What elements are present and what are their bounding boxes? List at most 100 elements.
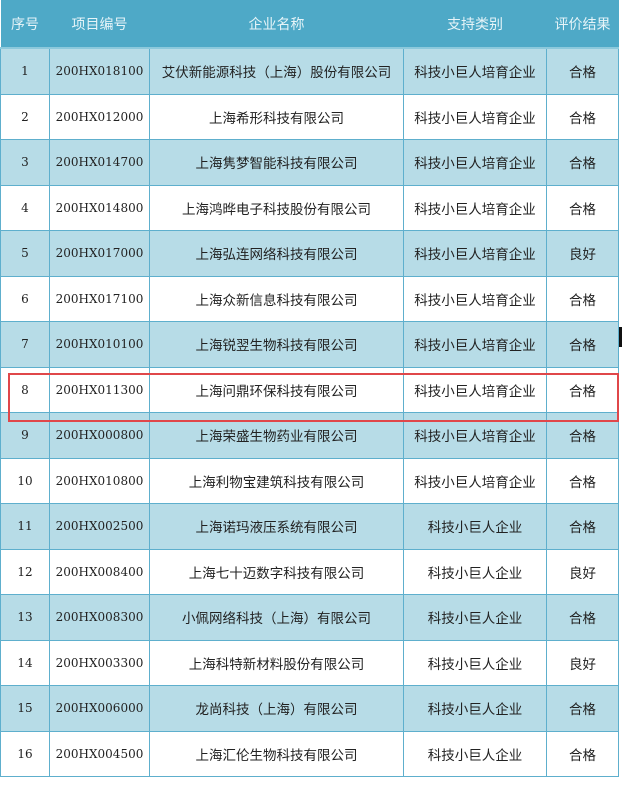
cell-no: 9 (0, 412, 50, 459)
cell-code: 200HX004500 (49, 730, 150, 777)
cell-no: 1 (0, 47, 50, 95)
cell-result: 良好 (546, 639, 619, 686)
header-result: 评价结果 (546, 0, 619, 49)
header-name: 企业名称 (149, 0, 404, 49)
cell-name: 上海利物宝建筑科技有限公司 (149, 457, 404, 504)
cell-name: 上海隽梦智能科技有限公司 (149, 139, 404, 186)
header-row: 序号 项目编号 企业名称 支持类别 评价结果 (0, 0, 619, 49)
cell-category: 科技小巨人企业 (403, 730, 547, 777)
cell-name: 上海诺玛液压系统有限公司 (149, 503, 404, 550)
cell-name: 上海众新信息科技有限公司 (149, 275, 404, 322)
cell-code: 200HX010800 (49, 457, 150, 504)
table-row: 6 200HX017100 上海众新信息科技有限公司 科技小巨人培育企业 合格 (0, 275, 619, 322)
cell-category: 科技小巨人培育企业 (403, 366, 547, 413)
cell-name: 上海科特新材料股份有限公司 (149, 639, 404, 686)
cell-name: 龙尚科技（上海）有限公司 (149, 685, 404, 732)
cell-category: 科技小巨人企业 (403, 503, 547, 550)
cell-no: 3 (0, 139, 50, 186)
cell-result: 合格 (546, 321, 619, 368)
cell-result: 合格 (546, 47, 619, 95)
cell-category: 科技小巨人培育企业 (403, 412, 547, 459)
cell-code: 200HX012000 (49, 93, 150, 140)
cell-category: 科技小巨人企业 (403, 548, 547, 595)
cell-name: 上海鸿晔电子科技股份有限公司 (149, 184, 404, 231)
cell-name: 小佩网络科技（上海）有限公司 (149, 594, 404, 641)
table-row: 15 200HX006000 龙尚科技（上海）有限公司 科技小巨人企业 合格 (0, 685, 619, 732)
header-category: 支持类别 (403, 0, 547, 49)
cell-result: 合格 (546, 730, 619, 777)
cell-code: 200HX010100 (49, 321, 150, 368)
cell-category: 科技小巨人培育企业 (403, 275, 547, 322)
table-row: 7 200HX010100 上海锐翌生物科技有限公司 科技小巨人培育企业 合格 (0, 321, 619, 368)
cell-category: 科技小巨人培育企业 (403, 184, 547, 231)
cell-result: 合格 (546, 685, 619, 732)
cell-code: 200HX003300 (49, 639, 150, 686)
header-code: 项目编号 (49, 0, 150, 49)
cell-no: 8 (0, 366, 50, 413)
header-no: 序号 (0, 0, 50, 49)
cell-no: 5 (0, 230, 50, 277)
cell-code: 200HX000800 (49, 412, 150, 459)
cell-code: 200HX011300 (49, 366, 150, 413)
cell-name: 上海希形科技有限公司 (149, 93, 404, 140)
cell-result: 合格 (546, 594, 619, 641)
cell-result: 良好 (546, 548, 619, 595)
table-row: 1 200HX018100 艾伏新能源科技（上海）股份有限公司 科技小巨人培育企业 合格 (0, 47, 619, 95)
table-row: 4 200HX014800 上海鸿晔电子科技股份有限公司 科技小巨人培育企业 合格 (0, 184, 619, 231)
cell-code: 200HX018100 (49, 47, 150, 95)
cell-code: 200HX008400 (49, 548, 150, 595)
cell-no: 12 (0, 548, 50, 595)
table-row: 2 200HX012000 上海希形科技有限公司 科技小巨人培育企业 合格 (0, 93, 619, 140)
cell-result: 合格 (546, 184, 619, 231)
cell-name: 上海问鼎环保科技有限公司 (149, 366, 404, 413)
cell-category: 科技小巨人培育企业 (403, 321, 547, 368)
cell-result: 合格 (546, 412, 619, 459)
cell-name: 上海七十迈数字科技有限公司 (149, 548, 404, 595)
table-row: 9 200HX000800 上海荣盛生物药业有限公司 科技小巨人培育企业 合格 (0, 412, 619, 459)
cell-name: 上海荣盛生物药业有限公司 (149, 412, 404, 459)
table-row: 16 200HX004500 上海汇伦生物科技有限公司 科技小巨人企业 合格 (0, 730, 619, 777)
cell-category: 科技小巨人企业 (403, 639, 547, 686)
cell-no: 16 (0, 730, 50, 777)
table-row: 5 200HX017000 上海弘连网络科技有限公司 科技小巨人培育企业 良好 (0, 230, 619, 277)
cell-name: 上海锐翌生物科技有限公司 (149, 321, 404, 368)
table-row: 14 200HX003300 上海科特新材料股份有限公司 科技小巨人企业 良好 (0, 639, 619, 686)
cell-result: 合格 (546, 139, 619, 186)
cell-category: 科技小巨人培育企业 (403, 230, 547, 277)
cell-result: 合格 (546, 503, 619, 550)
table-row: 10 200HX010800 上海利物宝建筑科技有限公司 科技小巨人培育企业 合格 (0, 457, 619, 504)
cell-category: 科技小巨人企业 (403, 685, 547, 732)
cell-name: 艾伏新能源科技（上海）股份有限公司 (149, 47, 404, 95)
table-row: 8 200HX011300 上海问鼎环保科技有限公司 科技小巨人培育企业 合格 (0, 366, 619, 413)
table-row: 3 200HX014700 上海隽梦智能科技有限公司 科技小巨人培育企业 合格 (0, 139, 619, 186)
cell-no: 14 (0, 639, 50, 686)
cell-code: 200HX017000 (49, 230, 150, 277)
cell-code: 200HX014800 (49, 184, 150, 231)
cell-no: 6 (0, 275, 50, 322)
cell-name: 上海汇伦生物科技有限公司 (149, 730, 404, 777)
cell-code: 200HX006000 (49, 685, 150, 732)
cell-no: 10 (0, 457, 50, 504)
cell-category: 科技小巨人培育企业 (403, 457, 547, 504)
cell-no: 11 (0, 503, 50, 550)
cell-code: 200HX008300 (49, 594, 150, 641)
cell-code: 200HX017100 (49, 275, 150, 322)
cell-no: 7 (0, 321, 50, 368)
cell-result: 合格 (546, 366, 619, 413)
cell-name: 上海弘连网络科技有限公司 (149, 230, 404, 277)
cell-category: 科技小巨人企业 (403, 594, 547, 641)
edge-mark (619, 327, 622, 347)
cell-category: 科技小巨人培育企业 (403, 139, 547, 186)
cell-no: 15 (0, 685, 50, 732)
cell-result: 合格 (546, 93, 619, 140)
cell-result: 合格 (546, 457, 619, 504)
cell-result: 合格 (546, 275, 619, 322)
table-row: 12 200HX008400 上海七十迈数字科技有限公司 科技小巨人企业 良好 (0, 548, 619, 595)
cell-code: 200HX014700 (49, 139, 150, 186)
table-row: 11 200HX002500 上海诺玛液压系统有限公司 科技小巨人企业 合格 (0, 503, 619, 550)
cell-result: 良好 (546, 230, 619, 277)
cell-code: 200HX002500 (49, 503, 150, 550)
cell-category: 科技小巨人培育企业 (403, 93, 547, 140)
cell-no: 13 (0, 594, 50, 641)
